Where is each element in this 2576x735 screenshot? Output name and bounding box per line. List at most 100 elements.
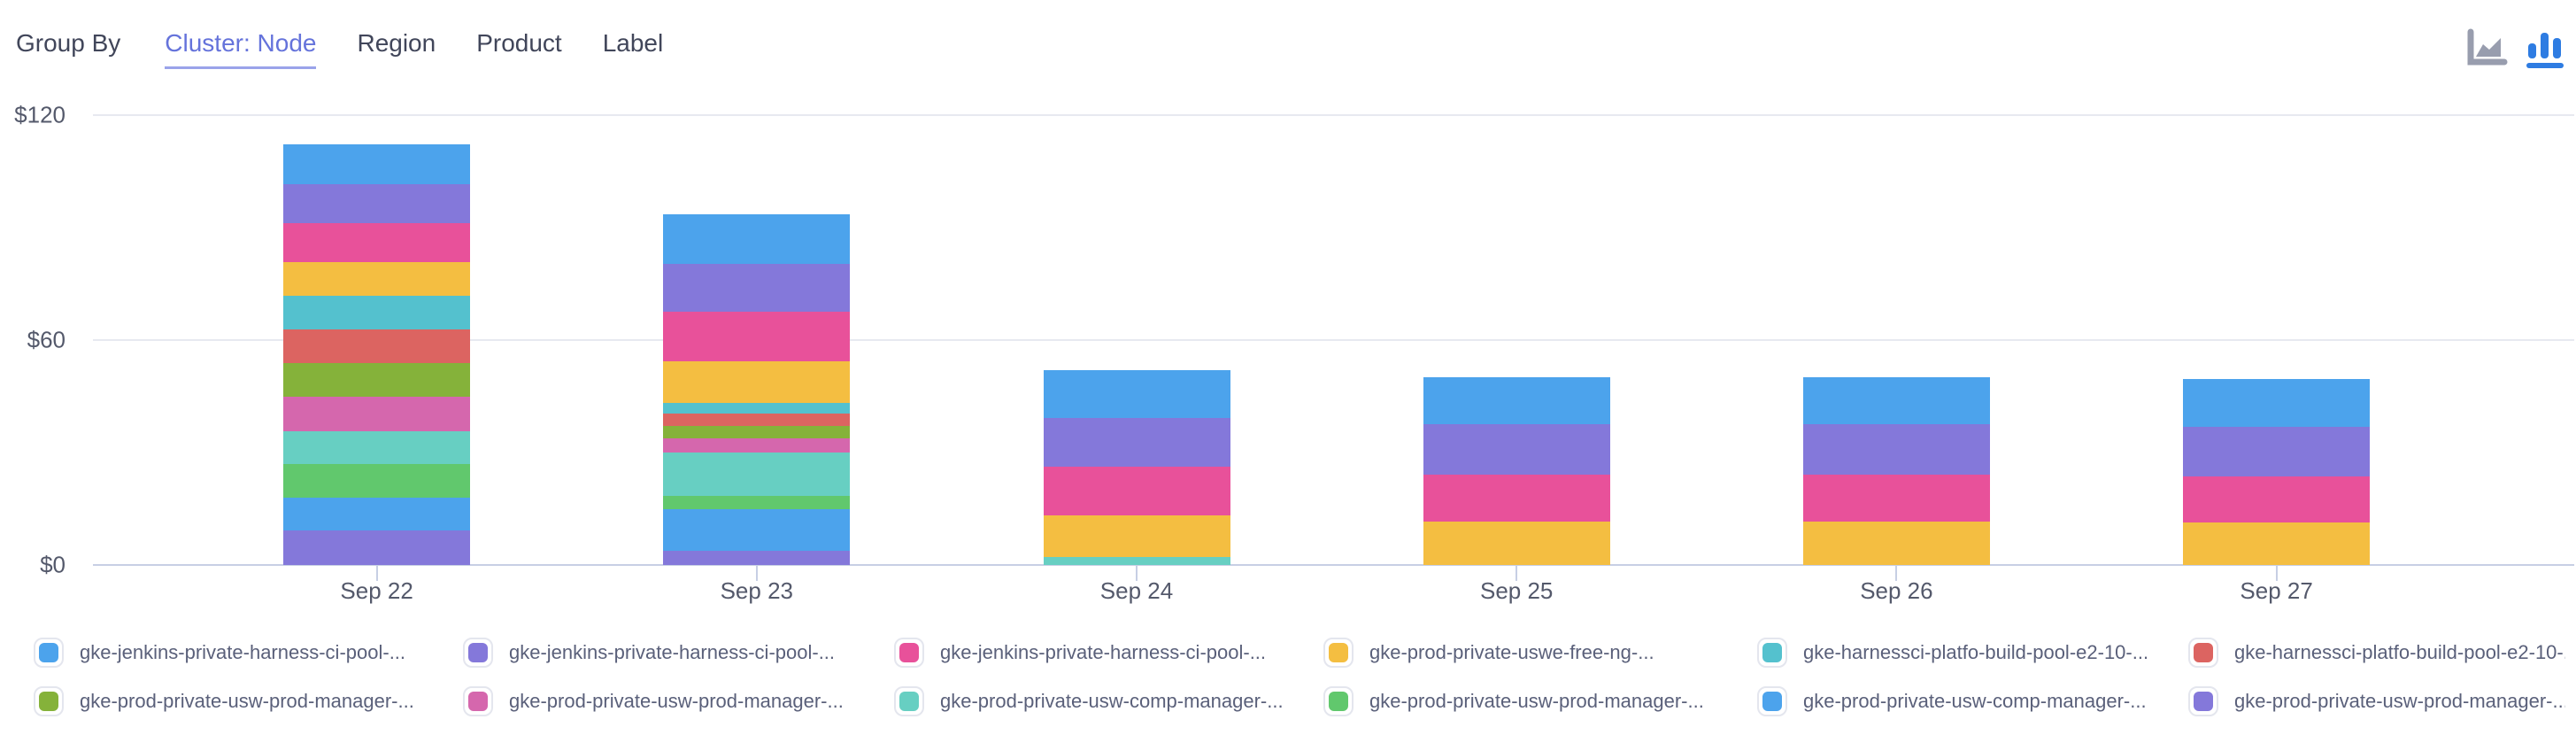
bar-segment[interactable] <box>663 550 851 565</box>
bar-segment[interactable] <box>2183 522 2371 565</box>
bar-segment[interactable] <box>663 214 851 265</box>
legend-swatch-icon <box>2188 686 2218 716</box>
legend-label: gke-prod-private-usw-comp-manager-... <box>940 690 1284 712</box>
legend-item[interactable]: gke-jenkins-private-harness-ci-pool-... <box>463 638 894 668</box>
gridline <box>93 339 2574 341</box>
legend-swatch-icon <box>894 686 924 716</box>
legend-swatch-icon <box>1757 638 1787 668</box>
bar-segment[interactable] <box>1423 474 1610 522</box>
bar-segment[interactable] <box>1802 474 1990 522</box>
group-by-option-product[interactable]: Product <box>476 29 562 57</box>
bar-segment[interactable] <box>1043 557 1230 565</box>
legend-item[interactable]: gke-harnessci-platfo-build-pool-e2-10-..… <box>2188 638 2571 668</box>
bar-segment[interactable] <box>283 464 471 499</box>
legend-label: gke-prod-private-usw-prod-manager-... <box>1369 690 1704 712</box>
x-axis-line <box>93 564 2574 566</box>
bar-segment[interactable] <box>663 403 851 414</box>
x-axis-tick <box>755 566 758 581</box>
x-axis-label: Sep 24 <box>1099 577 1174 604</box>
bar-segment[interactable] <box>283 261 471 297</box>
bar-segment[interactable] <box>283 329 471 364</box>
legend-item[interactable]: gke-prod-private-usw-prod-manager-... <box>34 686 463 716</box>
bar-segment[interactable] <box>2183 476 2371 523</box>
bar-segment[interactable] <box>283 363 471 398</box>
legend-item[interactable]: gke-jenkins-private-harness-ci-pool-... <box>894 638 1323 668</box>
legend-label: gke-prod-private-usw-prod-manager-... <box>2234 690 2565 712</box>
legend-item[interactable]: gke-prod-private-usw-comp-manager-... <box>1757 686 2188 716</box>
bar-segment[interactable] <box>1043 369 1230 419</box>
x-axis-tick <box>1516 566 1518 581</box>
legend-label: gke-jenkins-private-harness-ci-pool-... <box>80 641 406 663</box>
legend-swatch-icon <box>463 638 493 668</box>
legend-item[interactable]: gke-prod-private-usw-prod-manager-... <box>463 686 894 716</box>
legend-label: gke-prod-private-usw-comp-manager-... <box>1803 690 2147 712</box>
legend-item[interactable]: gke-jenkins-private-harness-ci-pool-... <box>34 638 463 668</box>
group-by-label: Group By <box>16 29 121 57</box>
legend-item[interactable]: gke-harnessci-platfo-build-pool-e2-10-..… <box>1757 638 2188 668</box>
bar-segment[interactable] <box>283 530 471 565</box>
legend-swatch-icon <box>894 638 924 668</box>
gridline <box>93 114 2574 116</box>
legend-item[interactable]: gke-prod-private-uswe-free-ng-... <box>1323 638 1757 668</box>
bar-segment[interactable] <box>663 361 851 404</box>
y-axis-label: $120 <box>14 101 66 128</box>
bar-segment[interactable] <box>283 397 471 432</box>
legend-label: gke-prod-private-uswe-free-ng-... <box>1369 641 1654 663</box>
bar-chart-icon[interactable] <box>2523 27 2567 69</box>
legend-swatch-icon <box>2188 638 2218 668</box>
legend-item[interactable]: gke-prod-private-usw-prod-manager-... <box>2188 686 2571 716</box>
bar-segment[interactable] <box>663 312 851 362</box>
legend-swatch-icon <box>1757 686 1787 716</box>
group-by-option-cluster-node[interactable]: Cluster: Node <box>165 27 317 69</box>
bar-segment[interactable] <box>663 437 851 453</box>
bar-segment[interactable] <box>283 498 471 531</box>
stacked-bar-chart: $0 $60 $120 Sep 22 Sep 23 Sep 24 Sep 25 Sep 26 S… <box>14 101 2574 604</box>
bar-segment[interactable] <box>1043 418 1230 468</box>
bar-segment[interactable] <box>1423 423 1610 475</box>
bar-segment[interactable] <box>283 296 471 330</box>
bar-segment[interactable] <box>2183 427 2371 477</box>
bar-segment[interactable] <box>663 413 851 426</box>
group-by-option-region[interactable]: Region <box>357 29 436 57</box>
bar-segment[interactable] <box>283 222 471 262</box>
bar-segment[interactable] <box>663 453 851 497</box>
group-by-option-label[interactable]: Label <box>602 29 664 57</box>
bar-segment[interactable] <box>1802 376 1990 424</box>
group-by-options: Cluster: Node Region Product Label <box>165 27 663 69</box>
legend-label: gke-prod-private-usw-prod-manager-... <box>509 690 844 712</box>
bar-segment[interactable] <box>283 183 471 223</box>
chart-legend: gke-jenkins-private-harness-ci-pool-... g… <box>34 634 2571 720</box>
legend-item[interactable]: gke-prod-private-usw-prod-manager-... <box>1323 686 1757 716</box>
legend-swatch-icon <box>463 686 493 716</box>
bar-segment[interactable] <box>1423 376 1610 424</box>
x-axis-tick <box>1895 566 1898 581</box>
bar-segment[interactable] <box>283 431 471 465</box>
x-axis-tick <box>375 566 378 581</box>
y-axis-label: $60 <box>27 326 66 353</box>
legend-label: gke-jenkins-private-harness-ci-pool-... <box>940 641 1267 663</box>
chart-type-switch <box>2464 27 2567 69</box>
x-axis-label: Sep 25 <box>1479 577 1554 604</box>
legend-swatch-icon <box>34 686 64 716</box>
x-axis-label: Sep 22 <box>340 577 413 604</box>
legend-label: gke-harnessci-platfo-build-pool-e2-10-..… <box>1803 641 2149 663</box>
bar-segment[interactable] <box>663 496 851 509</box>
y-axis-label: $0 <box>40 551 66 578</box>
bar-segment[interactable] <box>663 264 851 313</box>
bar-segment[interactable] <box>663 508 851 551</box>
legend-swatch-icon <box>1323 686 1354 716</box>
legend-item[interactable]: gke-prod-private-usw-comp-manager-... <box>894 686 1323 716</box>
bar-segment[interactable] <box>1802 423 1990 475</box>
legend-swatch-icon <box>1323 638 1354 668</box>
bar-segment[interactable] <box>1802 521 1990 565</box>
x-axis-tick <box>2275 566 2278 581</box>
group-by-toolbar: Group By Cluster: Node Region Product Label <box>16 27 2576 76</box>
area-chart-icon[interactable] <box>2464 27 2509 69</box>
bar-segment[interactable] <box>283 144 471 184</box>
legend-label: gke-jenkins-private-harness-ci-pool-... <box>509 641 836 663</box>
bar-segment[interactable] <box>1043 467 1230 516</box>
bar-segment[interactable] <box>1043 515 1230 558</box>
bar-segment[interactable] <box>1423 521 1610 565</box>
bar-segment[interactable] <box>2183 379 2371 428</box>
bar-segment[interactable] <box>663 425 851 438</box>
